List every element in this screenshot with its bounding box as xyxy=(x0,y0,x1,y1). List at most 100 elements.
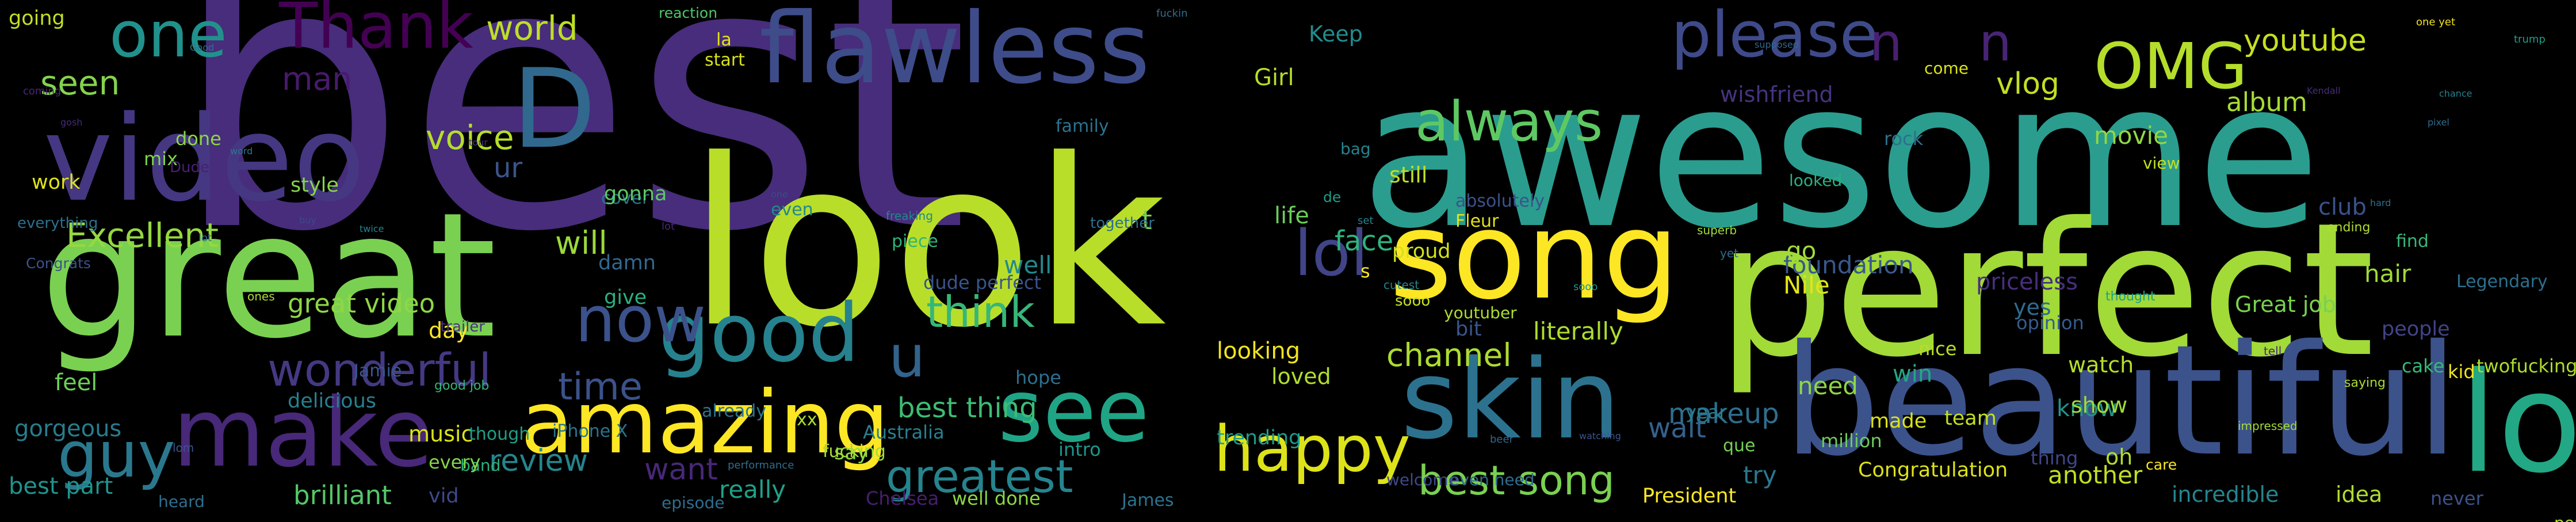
word: watching xyxy=(1579,430,1621,441)
word: set xyxy=(1358,215,1374,227)
word: youtube xyxy=(2244,24,2367,58)
word: buy xyxy=(299,215,316,226)
word: cover xyxy=(601,188,649,208)
word: team xyxy=(1944,407,1997,430)
word: superb xyxy=(1697,223,1737,237)
word: loved xyxy=(1271,364,1331,389)
word: OMG xyxy=(2094,29,2248,103)
word: well done xyxy=(952,487,1041,509)
word: ones xyxy=(247,289,275,303)
word: voice xyxy=(426,118,514,157)
word: everything xyxy=(17,215,98,232)
word: looked xyxy=(1789,171,1843,190)
word: trending xyxy=(1217,426,1302,449)
word: proud xyxy=(1392,240,1451,263)
word: priceless xyxy=(1976,269,2078,295)
word: Girl xyxy=(1254,64,1294,91)
word: cutest xyxy=(1383,278,1420,292)
word: incredible xyxy=(2172,482,2279,507)
word: wait xyxy=(1648,412,1706,444)
word: never xyxy=(2430,487,2483,509)
word: lol xyxy=(1294,216,1369,290)
word: seen xyxy=(40,63,120,102)
word: impressed xyxy=(2238,419,2298,433)
word: already xyxy=(702,401,767,421)
word: absolutely xyxy=(1455,191,1545,211)
word: gonna xyxy=(604,182,667,205)
word: gosh xyxy=(60,117,83,128)
word: performance xyxy=(728,459,794,471)
word: happy xyxy=(1214,412,1411,486)
word: Dude xyxy=(170,159,209,176)
word: family xyxy=(1056,116,1109,136)
word: amazing xyxy=(521,373,889,473)
word: make xyxy=(173,378,434,488)
word: flawless xyxy=(759,0,1151,106)
word: lom xyxy=(173,441,194,455)
word: perfectly xyxy=(2554,515,2576,522)
word: bit xyxy=(1455,318,1482,341)
word: de xyxy=(1323,189,1341,205)
word: going xyxy=(9,7,65,30)
word: literally xyxy=(1533,317,1623,345)
word: perfect xyxy=(1717,184,2375,398)
word: fucking xyxy=(823,441,886,462)
word: good xyxy=(659,287,860,380)
word: thought xyxy=(2105,289,2155,304)
word: Good xyxy=(190,42,215,53)
word: Keep xyxy=(1309,21,1363,47)
word: reaction xyxy=(659,5,718,21)
word: say xyxy=(834,441,869,464)
word: que xyxy=(1723,436,1756,456)
word: watch xyxy=(2068,352,2134,378)
word: Great job xyxy=(2235,292,2336,317)
word: best xyxy=(173,0,969,312)
word: though xyxy=(469,424,530,444)
word: lot xyxy=(662,220,675,233)
word: sooo xyxy=(1573,281,1598,293)
word: pixel xyxy=(2428,117,2449,128)
word: style xyxy=(291,174,339,197)
word: great video xyxy=(288,288,435,319)
word: Nile xyxy=(1783,271,1830,299)
word: thing xyxy=(2031,447,2078,469)
word: vid xyxy=(429,485,459,508)
word: year xyxy=(1686,401,1727,423)
word: President xyxy=(1642,485,1737,508)
word: show xyxy=(2071,393,2128,418)
word: hard xyxy=(2370,197,2391,208)
word: kid xyxy=(2448,361,2475,383)
word: chance xyxy=(2439,88,2472,99)
word: care xyxy=(2146,456,2177,473)
word: twice xyxy=(360,223,384,234)
word: every xyxy=(429,451,481,473)
word: delicious xyxy=(288,390,376,413)
word: freaking xyxy=(886,209,933,223)
word: try xyxy=(1743,461,1777,489)
word: win xyxy=(1893,361,1933,387)
word: mix xyxy=(144,148,178,170)
word: greatest xyxy=(886,451,1073,503)
word: bag xyxy=(1340,139,1371,158)
word: will xyxy=(555,224,607,261)
word: look xyxy=(687,111,1167,378)
word: well xyxy=(1004,251,1052,279)
word: one yet xyxy=(2416,16,2456,28)
word: episode xyxy=(662,493,725,512)
word: beer xyxy=(1490,433,1514,445)
word: now xyxy=(575,283,706,356)
word: come xyxy=(1924,59,1969,78)
word: s xyxy=(1360,260,1370,282)
word: together xyxy=(1090,215,1155,232)
word: Kendall xyxy=(2307,85,2341,96)
word: Congrats xyxy=(26,255,91,272)
word: hope xyxy=(1015,367,1061,388)
word: tell xyxy=(2264,344,2282,358)
word: James xyxy=(1122,490,1174,510)
word: life xyxy=(1274,203,1309,229)
word: day xyxy=(429,318,469,343)
word: damn xyxy=(598,252,656,275)
word: looking xyxy=(1217,338,1301,364)
word: start xyxy=(705,50,745,70)
